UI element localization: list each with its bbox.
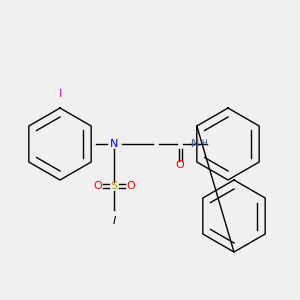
Text: O: O [126,181,135,191]
Text: N: N [191,139,200,149]
Text: N: N [110,139,118,149]
Text: I: I [112,216,116,226]
Text: O: O [93,181,102,191]
Text: O: O [176,160,184,170]
Text: I: I [58,89,61,99]
Text: S: S [110,181,118,191]
Text: H: H [201,140,207,148]
